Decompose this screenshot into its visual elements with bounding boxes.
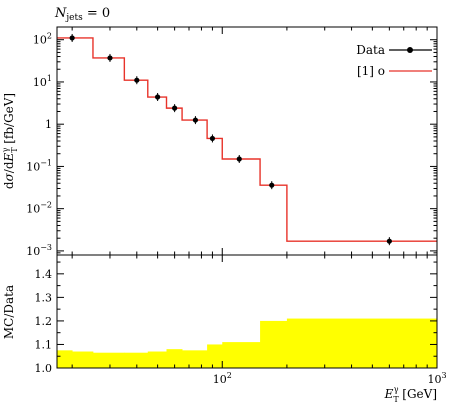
mc-step-line <box>57 37 437 242</box>
y-tick-label: 10−3 <box>26 243 52 258</box>
ratio-y-tick-label: 1.3 <box>35 291 53 304</box>
data-point <box>236 156 242 162</box>
ratio-band-bin <box>92 352 125 368</box>
ratio-panel-frame <box>56 254 438 369</box>
ratio-band <box>57 318 438 368</box>
x-tick-label: 102 <box>213 371 232 386</box>
x-tick-label: 103 <box>427 371 446 386</box>
legend-mc-label: [1] o <box>357 64 385 78</box>
main-panel-frame <box>56 26 438 256</box>
ratio-y-tick-label: 1.4 <box>35 268 53 281</box>
ratio-band-bin <box>166 349 183 368</box>
legend-data-label: Data <box>356 43 385 57</box>
ratio-band-bin <box>207 344 223 368</box>
ratio-band-bin <box>286 318 438 368</box>
legend: Data [1] o <box>356 43 432 78</box>
data-point <box>386 238 392 244</box>
data-point <box>192 117 199 123</box>
y-tick-label: 10−2 <box>26 201 52 216</box>
x-axis-label: ETγ [GeV] <box>384 385 437 404</box>
data-point <box>155 94 161 100</box>
main-ylabel: dσ/dETγ [fb/GeV] <box>1 93 19 189</box>
legend-data-marker <box>407 47 413 53</box>
data-point <box>209 135 216 142</box>
ratio-band-bin <box>72 351 94 368</box>
data-points <box>69 33 392 246</box>
mc-histogram <box>57 37 437 242</box>
ratio-y-tick-label: 1.2 <box>35 315 53 328</box>
data-point <box>134 77 140 83</box>
data-point <box>107 55 113 61</box>
y-tick-label: 102 <box>33 32 52 47</box>
y-tick-label: 1 <box>45 118 52 131</box>
data-point <box>269 182 275 188</box>
ratio-y-tick-label: 1.0 <box>35 362 53 375</box>
ratio-band-bin <box>182 350 208 368</box>
ratio-band-bin <box>57 350 73 368</box>
ratio-band-bin <box>222 342 261 368</box>
ratio-ylabel: MC/Data <box>2 285 16 339</box>
ratio-band-bin <box>124 352 149 368</box>
ratio-band-bin <box>147 351 167 368</box>
jets-annotation: Njets = 0 <box>54 6 110 23</box>
y-tick-label: 10−1 <box>26 158 52 173</box>
y-tick-label: 101 <box>33 74 52 89</box>
ratio-y-tick-label: 1.1 <box>35 338 53 351</box>
data-point <box>69 35 75 41</box>
ratio-band-bin <box>260 320 288 368</box>
data-point <box>172 105 178 111</box>
